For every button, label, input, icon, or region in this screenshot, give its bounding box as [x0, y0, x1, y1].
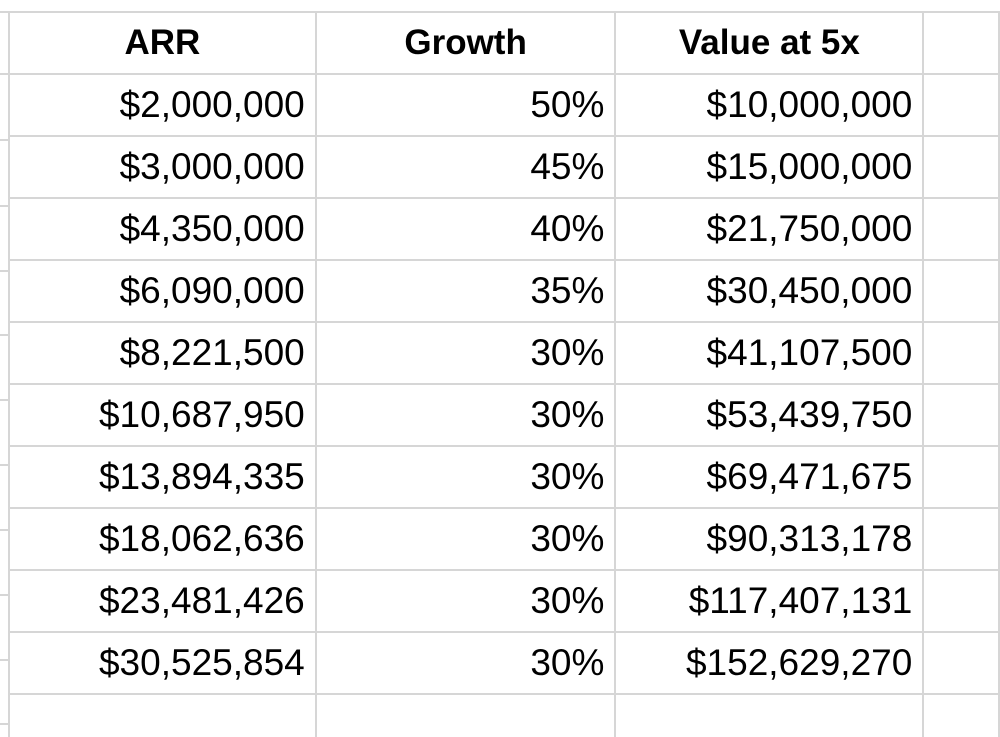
value-cell[interactable]: $21,750,000 — [614, 197, 925, 261]
gridline — [0, 139, 8, 141]
value-cell[interactable]: $90,313,178 — [614, 507, 925, 571]
table-row: $30,525,854 30% $152,629,270 — [8, 631, 1000, 695]
growth-cell[interactable]: 35% — [314, 259, 617, 323]
header-row: ARR Growth Value at 5x — [8, 11, 1000, 75]
empty-cell[interactable] — [922, 507, 1000, 571]
value-cell[interactable]: $152,629,270 — [614, 631, 925, 695]
empty-cell[interactable] — [922, 259, 1000, 323]
growth-cell[interactable]: 40% — [314, 197, 617, 261]
growth-cell[interactable]: 45% — [314, 135, 617, 199]
arr-cell[interactable]: $6,090,000 — [8, 259, 317, 323]
arr-cell[interactable]: $8,221,500 — [8, 321, 317, 385]
gridline — [0, 11, 8, 13]
value-cell[interactable]: $15,000,000 — [614, 135, 925, 199]
empty-cell[interactable] — [922, 11, 1000, 75]
growth-cell[interactable]: 50% — [314, 73, 617, 137]
value-cell[interactable]: $69,471,675 — [614, 445, 925, 509]
table-row: $23,481,426 30% $117,407,131 — [8, 569, 1000, 633]
cell-grid: ARR Growth Value at 5x $2,000,000 50% $1… — [8, 11, 1000, 737]
empty-cell[interactable] — [614, 693, 925, 737]
value-cell[interactable]: $10,000,000 — [614, 73, 925, 137]
growth-cell[interactable]: 30% — [314, 383, 617, 447]
arr-cell[interactable]: $4,350,000 — [8, 197, 317, 261]
gridline — [0, 464, 8, 466]
table-row — [8, 693, 1000, 737]
table-row: $3,000,000 45% $15,000,000 — [8, 135, 1000, 199]
arr-cell[interactable]: $3,000,000 — [8, 135, 317, 199]
gridline — [0, 529, 8, 531]
gridline — [0, 723, 8, 725]
table-row: $6,090,000 35% $30,450,000 — [8, 259, 1000, 323]
header-cell-growth[interactable]: Growth — [314, 11, 617, 75]
table-row: $18,062,636 30% $90,313,178 — [8, 507, 1000, 571]
table-row: $10,687,950 30% $53,439,750 — [8, 383, 1000, 447]
empty-cell[interactable] — [922, 197, 1000, 261]
arr-cell[interactable]: $23,481,426 — [8, 569, 317, 633]
empty-cell[interactable] — [922, 693, 1000, 737]
gridline — [0, 270, 8, 272]
growth-cell[interactable]: 30% — [314, 569, 617, 633]
arr-cell[interactable]: $18,062,636 — [8, 507, 317, 571]
gridline — [0, 73, 8, 75]
empty-cell[interactable] — [922, 135, 1000, 199]
growth-cell[interactable]: 30% — [314, 321, 617, 385]
value-cell[interactable]: $117,407,131 — [614, 569, 925, 633]
gridline — [0, 334, 8, 336]
header-cell-arr[interactable]: ARR — [8, 11, 317, 75]
empty-cell[interactable] — [314, 693, 617, 737]
value-cell[interactable]: $53,439,750 — [614, 383, 925, 447]
table-row: $2,000,000 50% $10,000,000 — [8, 73, 1000, 137]
left-edge-gridlines — [0, 0, 8, 737]
gridline — [0, 659, 8, 661]
table-row: $8,221,500 30% $41,107,500 — [8, 321, 1000, 385]
gridline — [0, 399, 8, 401]
arr-cell[interactable]: $2,000,000 — [8, 73, 317, 137]
table-row: $4,350,000 40% $21,750,000 — [8, 197, 1000, 261]
value-cell[interactable]: $30,450,000 — [614, 259, 925, 323]
empty-cell[interactable] — [922, 73, 1000, 137]
growth-cell[interactable]: 30% — [314, 507, 617, 571]
growth-cell[interactable]: 30% — [314, 445, 617, 509]
empty-cell[interactable] — [922, 631, 1000, 695]
arr-cell[interactable]: $13,894,335 — [8, 445, 317, 509]
empty-cell[interactable] — [8, 693, 317, 737]
empty-cell[interactable] — [922, 321, 1000, 385]
empty-cell[interactable] — [922, 383, 1000, 447]
gridline — [0, 594, 8, 596]
value-cell[interactable]: $41,107,500 — [614, 321, 925, 385]
gridline — [0, 205, 8, 207]
growth-cell[interactable]: 30% — [314, 631, 617, 695]
empty-cell[interactable] — [922, 569, 1000, 633]
arr-cell[interactable]: $10,687,950 — [8, 383, 317, 447]
table-row: $13,894,335 30% $69,471,675 — [8, 445, 1000, 509]
empty-cell[interactable] — [922, 445, 1000, 509]
header-cell-value-at-5x[interactable]: Value at 5x — [614, 11, 925, 75]
arr-cell[interactable]: $30,525,854 — [8, 631, 317, 695]
